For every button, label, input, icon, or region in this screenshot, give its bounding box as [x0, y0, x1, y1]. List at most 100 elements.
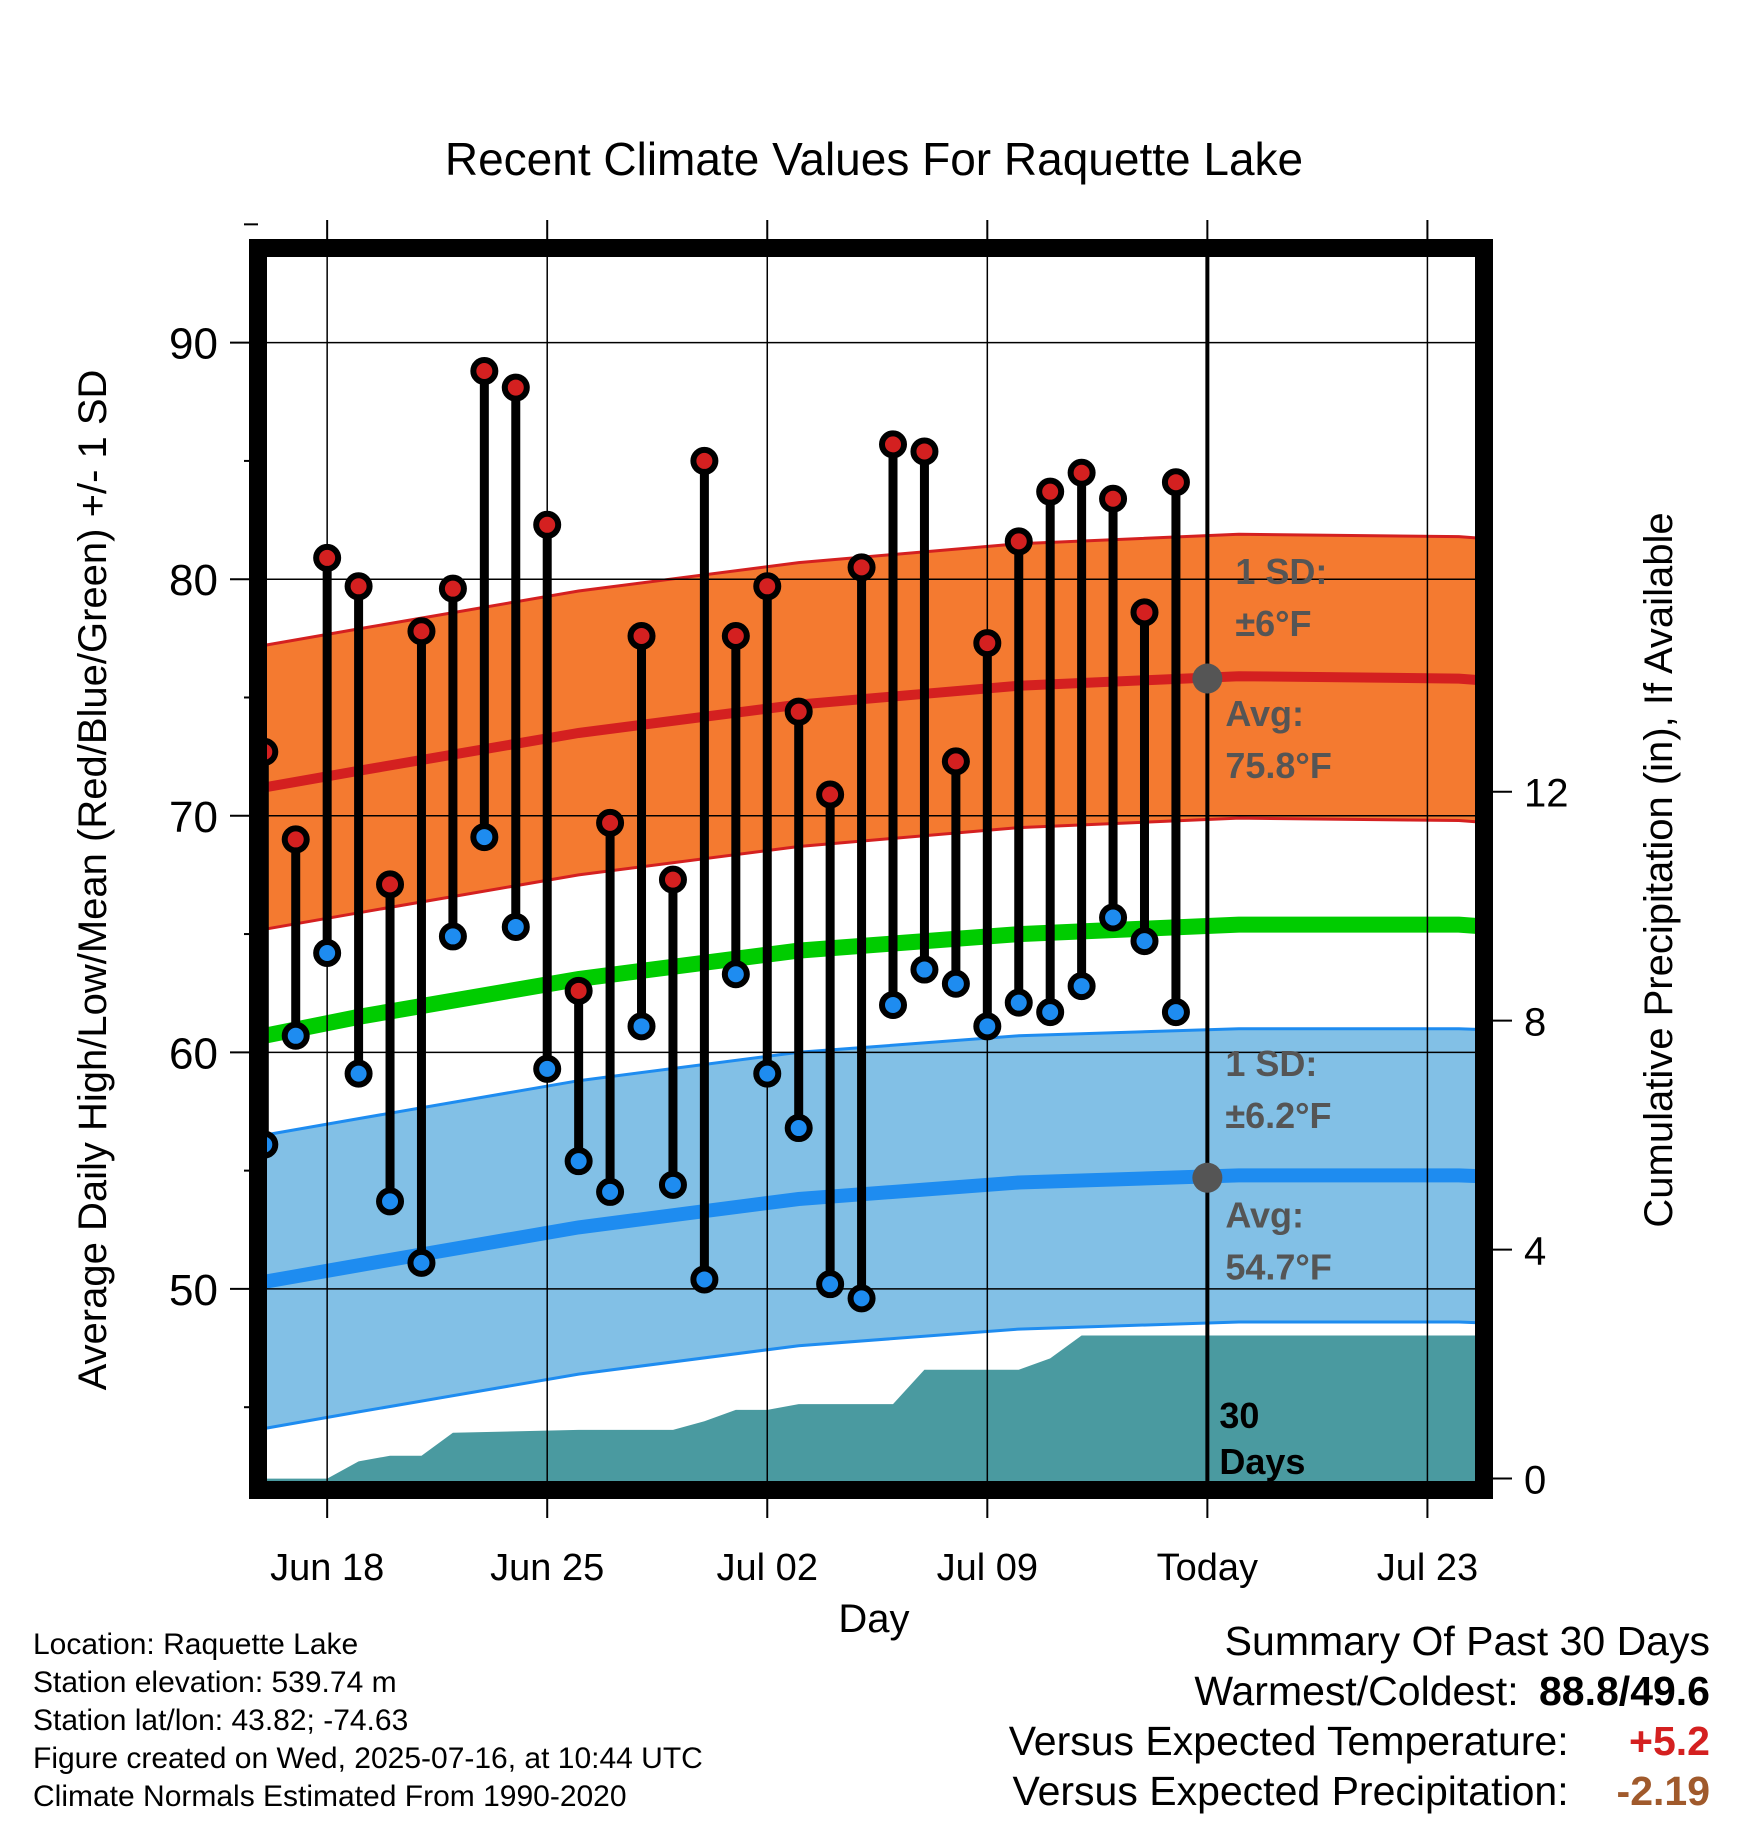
daily-high-point	[721, 621, 750, 650]
low-avg-label: Avg:	[1225, 1194, 1304, 1235]
daily-low-point	[879, 991, 908, 1020]
daily-high-point	[941, 747, 970, 776]
x-tick-label: Jun 25	[490, 1547, 604, 1589]
daily-low-point	[313, 938, 342, 967]
temp-value: +5.2	[1629, 1718, 1710, 1764]
y2-axis-label: Cumulative Precipitation (in), If Availa…	[1637, 512, 1681, 1227]
daily-low-point	[1099, 903, 1128, 932]
y-tick-label: 80	[169, 556, 218, 605]
x-tick-label: Jun 18	[270, 1547, 384, 1589]
daily-low-point	[721, 960, 750, 989]
daily-high-point	[1067, 458, 1096, 487]
daily-high-point	[784, 697, 813, 726]
daily-low-point	[344, 1059, 373, 1088]
y2-tick-label: 0	[1524, 1459, 1546, 1503]
daily-high-point	[1004, 527, 1033, 556]
daily-low-point	[376, 1187, 405, 1216]
y2-tick-label: 8	[1524, 1001, 1546, 1045]
daily-low-point	[596, 1177, 625, 1206]
daily-high-point	[1161, 468, 1190, 497]
daily-high-point	[1099, 484, 1128, 513]
station-info: Location: Raquette Lake Station elevatio…	[33, 1626, 703, 1816]
precip-area	[264, 1335, 1484, 1490]
daily-high-point	[281, 825, 310, 854]
x-tick-label: Jul 02	[717, 1547, 818, 1589]
high-sd-lower-line	[264, 816, 1484, 931]
daily-high-point	[596, 808, 625, 837]
low-sd-upper-line	[264, 1027, 1484, 1137]
normal-low-line	[263, 1168, 1484, 1289]
figure-created: Figure created on Wed, 2025-07-16, at 10…	[33, 1742, 703, 1775]
x-axis-label: Day	[838, 1597, 909, 1641]
precip-value: -2.19	[1616, 1768, 1710, 1814]
daily-high-point	[879, 430, 908, 459]
daily-low-point	[658, 1170, 687, 1199]
daily-low-point	[1130, 927, 1159, 956]
daily-high-point	[1036, 477, 1065, 506]
y-tick-label: 70	[169, 793, 218, 842]
daily-low-point	[627, 1012, 656, 1041]
daily-low-point	[784, 1114, 813, 1143]
daily-low-point	[564, 1147, 593, 1176]
low-sd-band	[264, 1028, 1484, 1429]
daily-high-point	[438, 574, 467, 603]
plot-frame	[249, 239, 1493, 1499]
low-sd-lower-line	[264, 1320, 1484, 1430]
high-avg-value: 75.8°F	[1225, 745, 1331, 786]
low-avg-value: 54.7°F	[1225, 1246, 1331, 1287]
daily-high-point	[658, 865, 687, 894]
station-latlon: Station lat/lon: 43.82; -74.63	[33, 1704, 409, 1737]
station-elevation: Station elevation: 539.74 m	[33, 1666, 397, 1699]
daily-high-point	[407, 617, 436, 646]
window-label-number: 30	[1219, 1395, 1259, 1436]
summary-panel: Summary Of Past 30 Days Warmest/Coldest:…	[1009, 1616, 1710, 1816]
warm-cold-value: 88.8/49.6	[1539, 1668, 1710, 1714]
station-location: Location: Raquette Lake	[33, 1628, 359, 1661]
y-tick-label: 60	[169, 1029, 218, 1078]
normal-mean-line	[262, 916, 1484, 1044]
high-sd-value: ±6°F	[1235, 603, 1311, 644]
x-tick-label: Jul 23	[1377, 1547, 1478, 1589]
daily-low-point	[407, 1248, 436, 1277]
precip-label: Versus Expected Precipitation:	[1012, 1768, 1569, 1814]
y-axis-label: Average Daily High/Low/Mean (Red/Blue/Gr…	[71, 370, 115, 1391]
daily-high-point	[313, 543, 342, 572]
daily-low-point	[1067, 972, 1096, 1001]
y2-tick-label: 4	[1524, 1230, 1546, 1274]
high-sd-upper-line	[264, 532, 1484, 647]
today-low-normal-marker	[1192, 1162, 1223, 1193]
daily-low-point	[910, 955, 939, 984]
daily-low-point	[941, 969, 970, 998]
daily-high-point	[753, 572, 782, 601]
daily-low-point	[1004, 988, 1033, 1017]
daily-low-point	[816, 1270, 845, 1299]
y-tick-label: 50	[169, 1266, 218, 1315]
daily-high-point	[816, 780, 845, 809]
warm-cold-label: Warmest/Coldest:	[1194, 1668, 1519, 1714]
low-sd-value: ±6.2°F	[1225, 1095, 1331, 1136]
daily-high-point	[470, 357, 499, 386]
normal-high-line	[263, 671, 1484, 793]
today-high-normal-marker	[1192, 663, 1223, 694]
daily-high-point	[344, 572, 373, 601]
low-sd-label: 1 SD:	[1225, 1043, 1317, 1084]
plot-inner	[258, 248, 1484, 1490]
daily-high-point	[690, 446, 719, 475]
chart-title: Recent Climate Values For Raquette Lake	[445, 133, 1303, 185]
daily-high-point	[533, 510, 562, 539]
daily-low-point	[973, 1012, 1002, 1041]
daily-low-point	[753, 1059, 782, 1088]
daily-low-point	[1161, 998, 1190, 1027]
x-tick-label: Jul 09	[937, 1547, 1038, 1589]
temp-label: Versus Expected Temperature:	[1008, 1718, 1569, 1764]
summary-precip: Versus Expected Precipitation: -2.19	[1009, 1766, 1711, 1816]
daily-low-point	[281, 1021, 310, 1050]
summary-title: Summary Of Past 30 Days	[1224, 1618, 1710, 1664]
high-sd-label: 1 SD:	[1235, 551, 1327, 592]
daily-high-point	[910, 437, 939, 466]
window-label-days: Days	[1219, 1441, 1305, 1482]
daily-high-point	[501, 373, 530, 402]
daily-high-point	[973, 629, 1002, 658]
daily-high-point	[627, 621, 656, 650]
